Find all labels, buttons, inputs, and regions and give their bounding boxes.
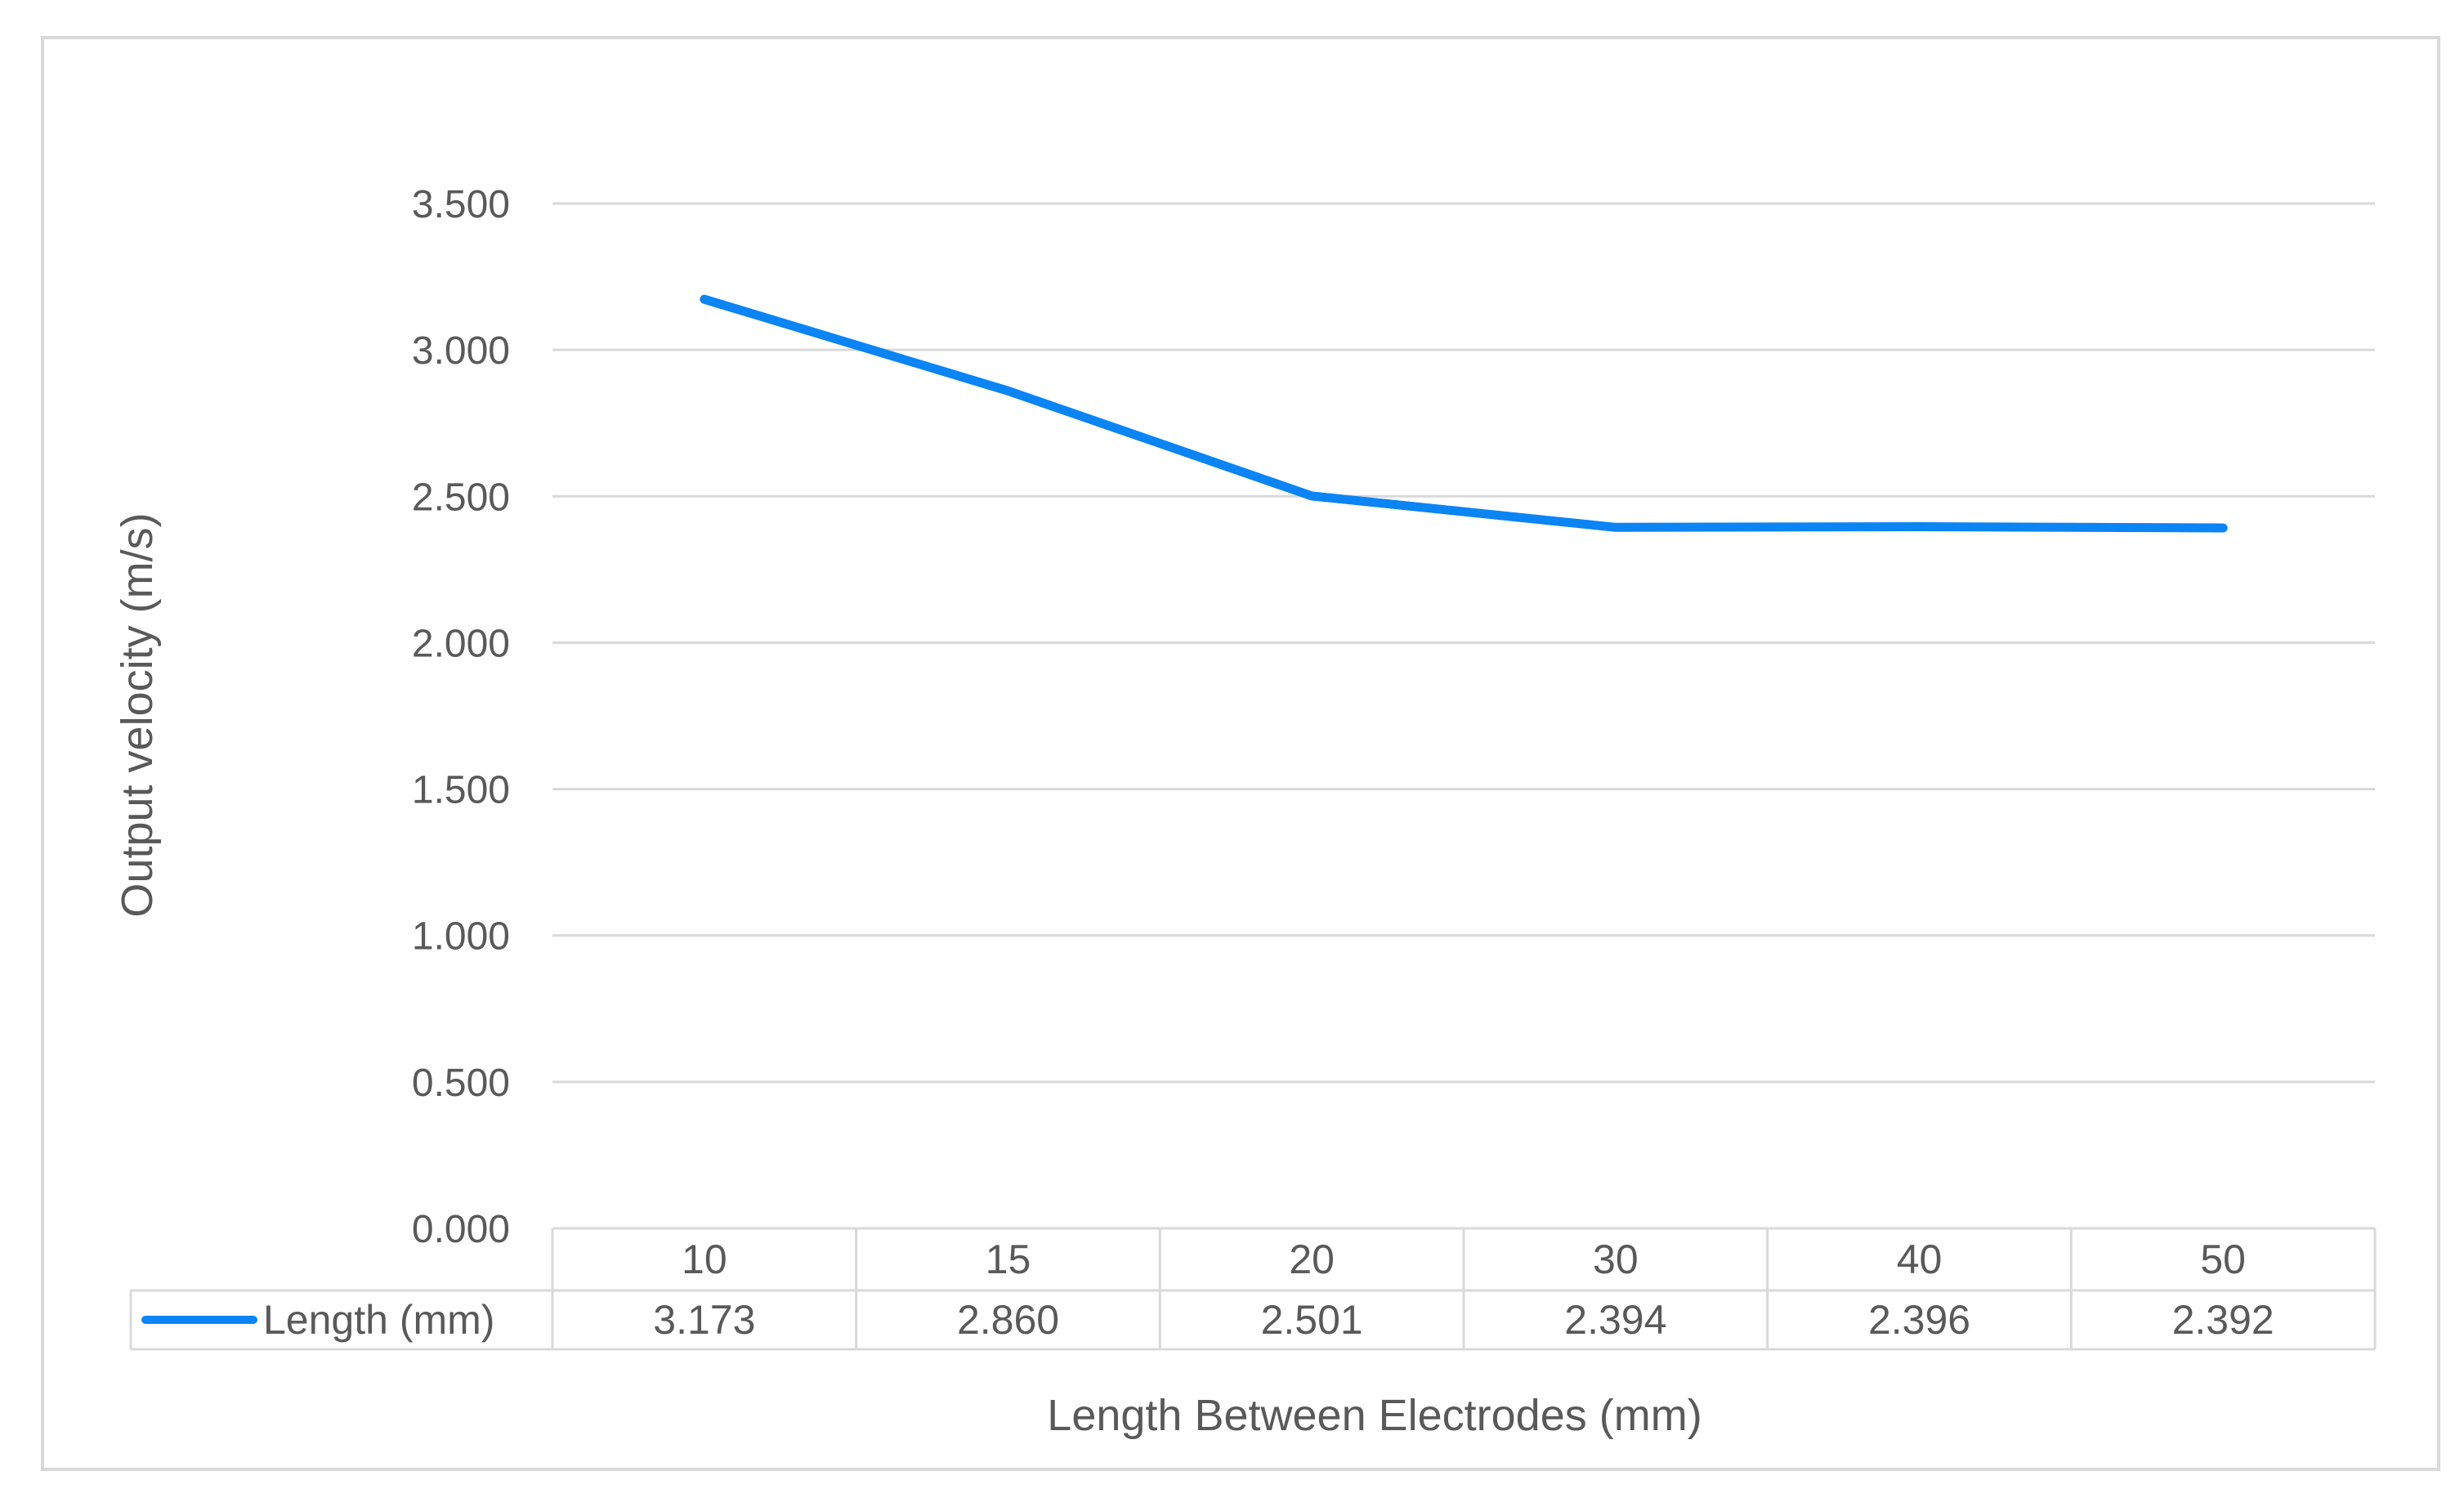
legend-series-name: Length (mm) [263,1297,494,1343]
chart-frame [41,36,2440,1471]
series-lines [700,294,2228,533]
table-value-cell: 3.173 [653,1297,755,1343]
table-value-cell: 2.394 [1564,1297,1666,1343]
y-tick-label: 0.000 [412,1208,510,1251]
x-axis-title: Length Between Electrodes (mm) [1047,1391,1702,1440]
x-category-label: 15 [986,1236,1031,1282]
x-category-label: 30 [1593,1236,1639,1282]
y-tick-label: 0.500 [412,1062,510,1105]
table-value-cell: 2.392 [2172,1297,2274,1343]
x-category-label: 20 [1289,1236,1335,1282]
gridlines [552,202,2375,1084]
data-table: 10 15 20 30 40 50 Length (mm) 3.173 2.860 2.501 2.… [129,1227,2377,1351]
y-tick-label: 2.500 [412,476,510,519]
y-tick-label: 1.000 [412,915,510,959]
y-tick-label: 2.000 [412,622,510,665]
y-tick-label: 3.500 [412,183,510,226]
series-line [700,294,2228,533]
x-category-label: 40 [1897,1236,1943,1282]
y-axis-ticks: 0.000 0.500 1.000 1.500 2.000 2.500 3.000 3.500 [412,183,510,1251]
y-tick-label: 1.500 [412,769,510,812]
x-category-label: 50 [2200,1236,2246,1282]
y-tick-label: 3.000 [412,329,510,373]
table-value-cell: 2.860 [957,1297,1059,1343]
y-axis-title: Output velocity (m/s) [113,512,162,917]
table-value-cell: 2.396 [1868,1297,1970,1343]
x-category-label: 10 [682,1236,727,1282]
table-value-cell: 2.501 [1261,1297,1363,1343]
